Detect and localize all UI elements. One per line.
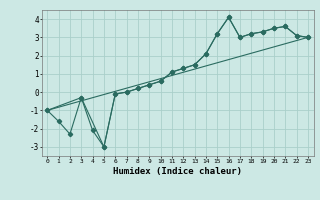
X-axis label: Humidex (Indice chaleur): Humidex (Indice chaleur) bbox=[113, 167, 242, 176]
